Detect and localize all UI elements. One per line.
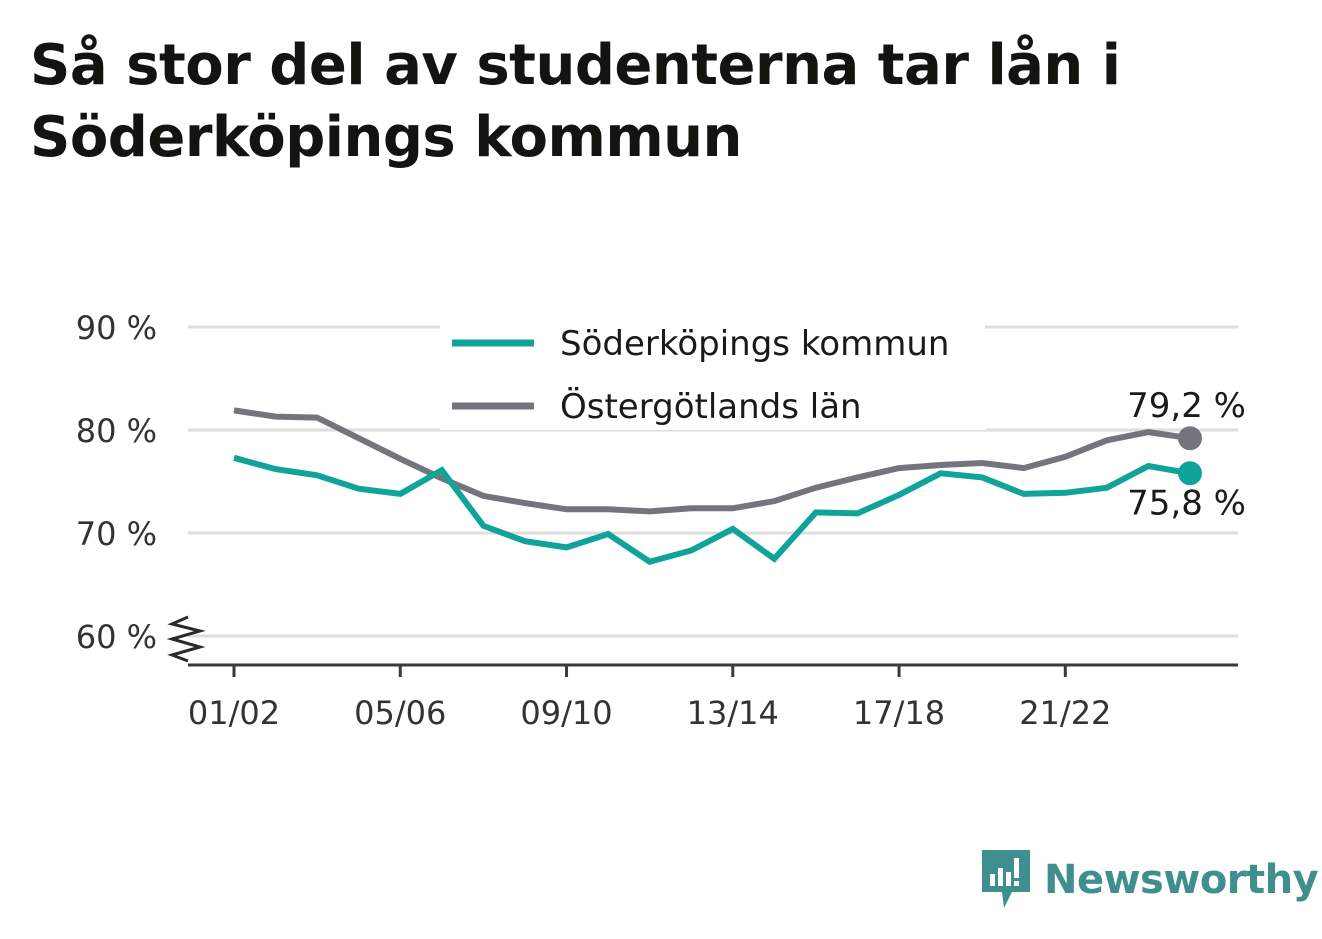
series-end-label: 79,2 % <box>1127 386 1246 426</box>
title-line-1: Så stor del av studenterna tar lån i <box>30 33 1121 98</box>
series-end-point <box>1178 461 1202 486</box>
newsworthy-logo-icon <box>982 850 1030 908</box>
y-tick-label: 60 % <box>76 618 157 656</box>
x-tick-label: 21/22 <box>1019 694 1111 732</box>
series-end-label: 75,8 % <box>1127 483 1246 523</box>
y-tick-label: 90 % <box>76 309 157 347</box>
x-tick-label: 05/06 <box>354 694 446 732</box>
title-line-2: Söderköpings kommun <box>30 105 742 170</box>
legend-background <box>440 318 985 430</box>
chart-title: Så stor del av studenterna tar lån i Söd… <box>30 30 1230 174</box>
x-tick-label: 17/18 <box>853 694 945 732</box>
series-line-ostergotland <box>233 407 1191 515</box>
axis-break-icon <box>166 615 206 663</box>
x-tick-label: 01/02 <box>188 694 280 732</box>
x-tick-label: 13/14 <box>687 694 779 732</box>
x-tick-label: 09/10 <box>520 694 612 732</box>
y-tick-label: 70 % <box>76 515 157 553</box>
brand[interactable]: Newsworthy <box>982 850 1319 910</box>
series-line-soderkoping <box>233 454 1191 566</box>
legend-label: Östergötlands län <box>560 386 862 427</box>
series-end-point <box>1178 426 1202 451</box>
y-tick-label: 80 % <box>76 412 157 450</box>
legend-label: Söderköpings kommun <box>560 324 949 364</box>
brand-name: Newsworthy <box>1044 857 1319 903</box>
